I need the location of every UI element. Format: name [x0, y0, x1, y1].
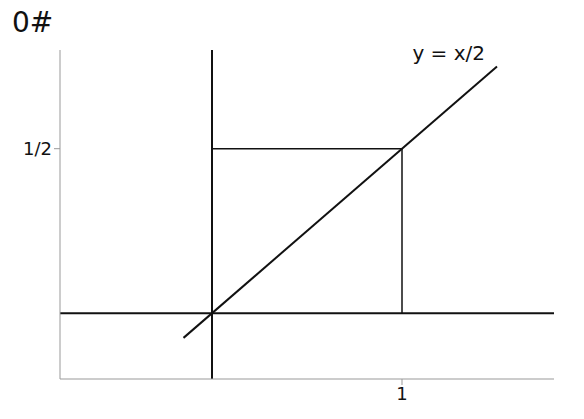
- svg-text:1/2: 1/2: [23, 138, 52, 159]
- html-text:0#: 0#: [12, 6, 54, 39]
- svg-text:y = x/2: y = x/2: [412, 41, 485, 65]
- svg-text:1: 1: [396, 383, 407, 404]
